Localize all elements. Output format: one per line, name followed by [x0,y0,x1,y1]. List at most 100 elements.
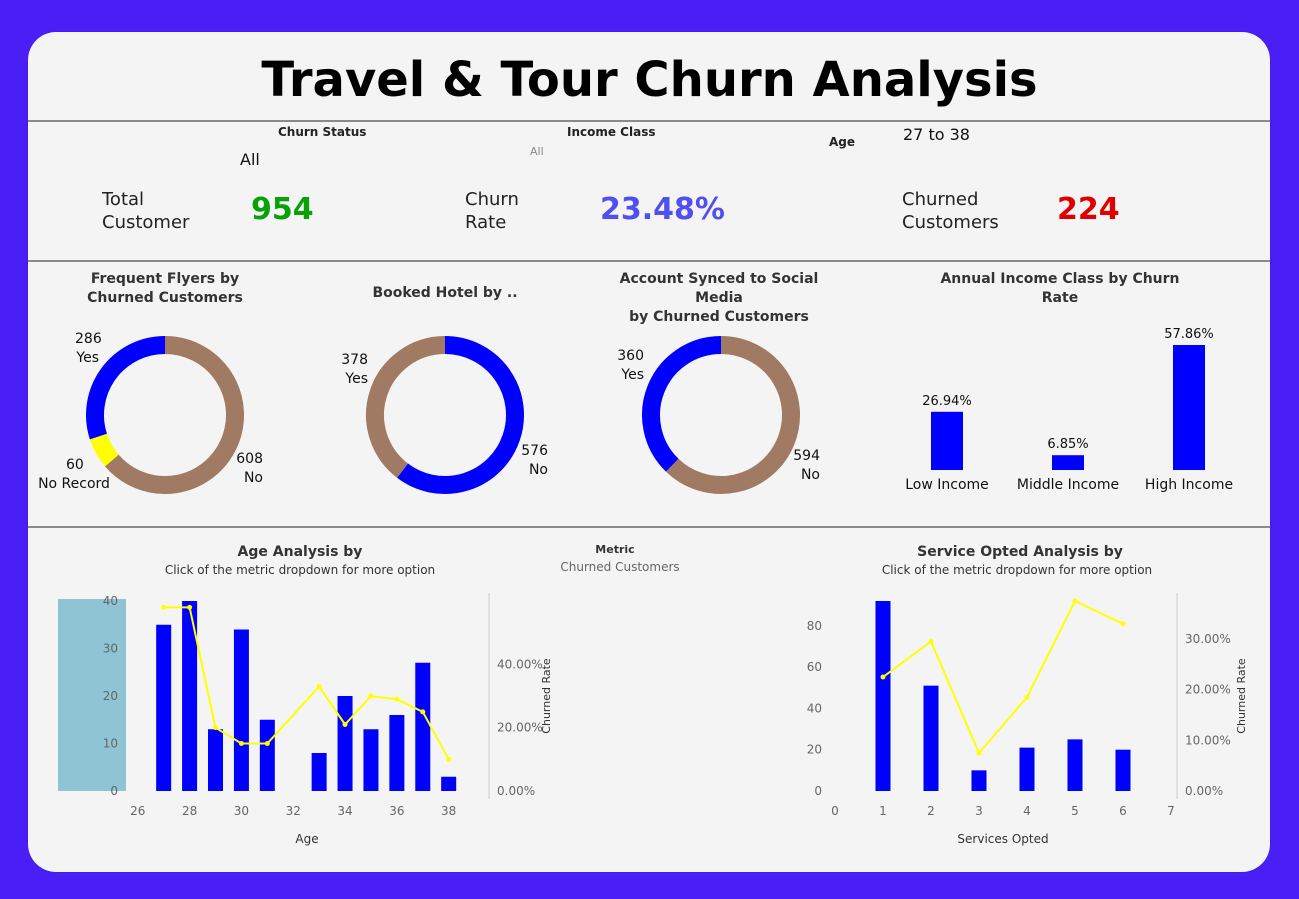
donut-slice-no[interactable] [397,336,524,494]
income-category-label: Middle Income [1017,477,1119,493]
bar[interactable] [389,715,405,791]
total-customer-label: Total Customer [102,189,190,233]
bar[interactable] [415,662,431,791]
booked-hotel-donut [366,336,524,494]
donut-label-no: 608 No [236,451,263,486]
line-point[interactable] [161,604,167,610]
x-tick-label: 34 [337,804,352,818]
donut-slice-yes[interactable] [642,336,722,472]
y-right-tick-label: 30.00% [1185,632,1231,646]
churn-status-filter[interactable]: All [240,150,260,169]
y-tick-label: 40 [103,594,118,608]
x-axis-label: Services Opted [957,832,1048,846]
income-bar[interactable] [931,411,963,470]
donut-slice-no[interactable] [104,336,244,494]
line-point[interactable] [976,750,982,756]
line-point[interactable] [1072,598,1078,604]
income-bar-label: 57.86% [1164,327,1214,342]
bar[interactable] [441,776,457,791]
income-category-label: Low Income [905,477,989,493]
donut-label-yes: 360 Yes [617,348,644,383]
donut-slice-yes[interactable] [86,336,166,440]
total-customer-value: 954 [251,192,314,227]
divider [28,260,1270,262]
bar[interactable] [233,629,249,792]
bar[interactable] [1115,749,1131,791]
x-tick-label: 3 [975,804,983,818]
churn-rate-line [882,599,1124,755]
donut-label-yes: 378 Yes [341,352,368,387]
x-tick-label: 26 [130,804,145,818]
bar[interactable] [875,601,891,791]
bar[interactable] [259,719,275,791]
bar[interactable] [311,753,327,791]
churn-rate-value: 23.48% [600,192,725,227]
y-right-tick-label: 10.00% [1185,733,1231,747]
line-point[interactable] [1024,694,1030,700]
churn-rate-line [163,606,450,760]
income-class-filter[interactable]: All [530,145,544,158]
age-chart-title: Age Analysis by [237,544,363,560]
frequent-flyers-donut [86,336,244,494]
line-point[interactable] [394,696,400,702]
y-tick-label: 80 [807,619,822,633]
bar[interactable] [971,770,987,791]
line-point[interactable] [368,693,374,699]
y-tick-label: 20 [103,689,118,703]
bar[interactable] [182,601,198,791]
donut-slice-yes[interactable] [366,336,446,478]
y-right-tick-label: 20.00% [1185,683,1231,697]
donut-label-no: 594 No [793,448,820,483]
line-point[interactable] [238,741,244,746]
bar[interactable] [1067,739,1083,791]
donut-slice-no[interactable] [665,336,800,494]
y-right-tick-label: 0.00% [1185,784,1223,798]
line-point[interactable] [928,639,934,645]
line-point[interactable] [420,709,426,715]
line-point[interactable] [342,722,348,727]
bar[interactable] [156,624,172,791]
income-bar-label: 6.85% [1047,437,1088,452]
age-filter[interactable]: 27 to 38 [903,125,970,144]
x-tick-label: 7 [1167,804,1175,818]
x-tick-label: 0 [831,804,839,818]
line-point[interactable] [264,741,270,746]
income-bar[interactable] [1173,345,1205,470]
income-class-filter-label: Income Class [567,125,656,139]
line-point[interactable] [446,756,452,762]
metric-label: Metric [595,543,635,556]
bar[interactable] [208,729,223,791]
service-chart-title: Service Opted Analysis by [917,544,1123,560]
age-filter-label: Age [829,135,856,149]
y-right-axis-label: Churned Rate [1235,658,1248,734]
metric-dropdown[interactable]: Churned Customers [560,560,680,574]
x-tick-label: 36 [389,804,404,818]
divider [28,120,1270,122]
donut-slice-no-record[interactable] [89,433,119,467]
frequent-flyers-title: Frequent Flyers by Churned Customers [87,271,243,306]
churn-status-filter-label: Churn Status [278,125,367,139]
line-point[interactable] [213,725,218,731]
bar[interactable] [337,696,353,791]
donut-label-no: 576 No [521,443,548,478]
line-point[interactable] [1120,621,1126,627]
income-bar[interactable] [1052,455,1084,470]
churn-rate-label: Churn Rate [465,189,519,233]
bar[interactable] [923,685,939,791]
divider [28,526,1270,528]
x-tick-label: 28 [182,804,197,818]
churned-customers-value: 224 [1057,192,1120,227]
line-point[interactable] [187,604,193,610]
y-tick-label: 20 [807,743,822,757]
churned-customers-label: Churned Customers [902,189,999,233]
service-chart: 0 20 40 60 80 0.00% 10.00% 20.00% 30.00% Churned … [807,593,1248,846]
y-tick-label: 60 [807,660,822,674]
age-chart: 0 10 20 30 40 0.00% 20.00% 40.00%Churned Rate 26… [58,593,553,846]
line-point[interactable] [316,684,322,689]
bar[interactable] [363,729,379,791]
y-tick-label: 40 [807,701,822,715]
bar[interactable] [1019,747,1035,791]
line-point[interactable] [880,674,886,680]
y-right-tick-label: 40.00% [497,657,543,671]
income-chart-title: Annual Income Class by Churn Rate [940,271,1180,306]
